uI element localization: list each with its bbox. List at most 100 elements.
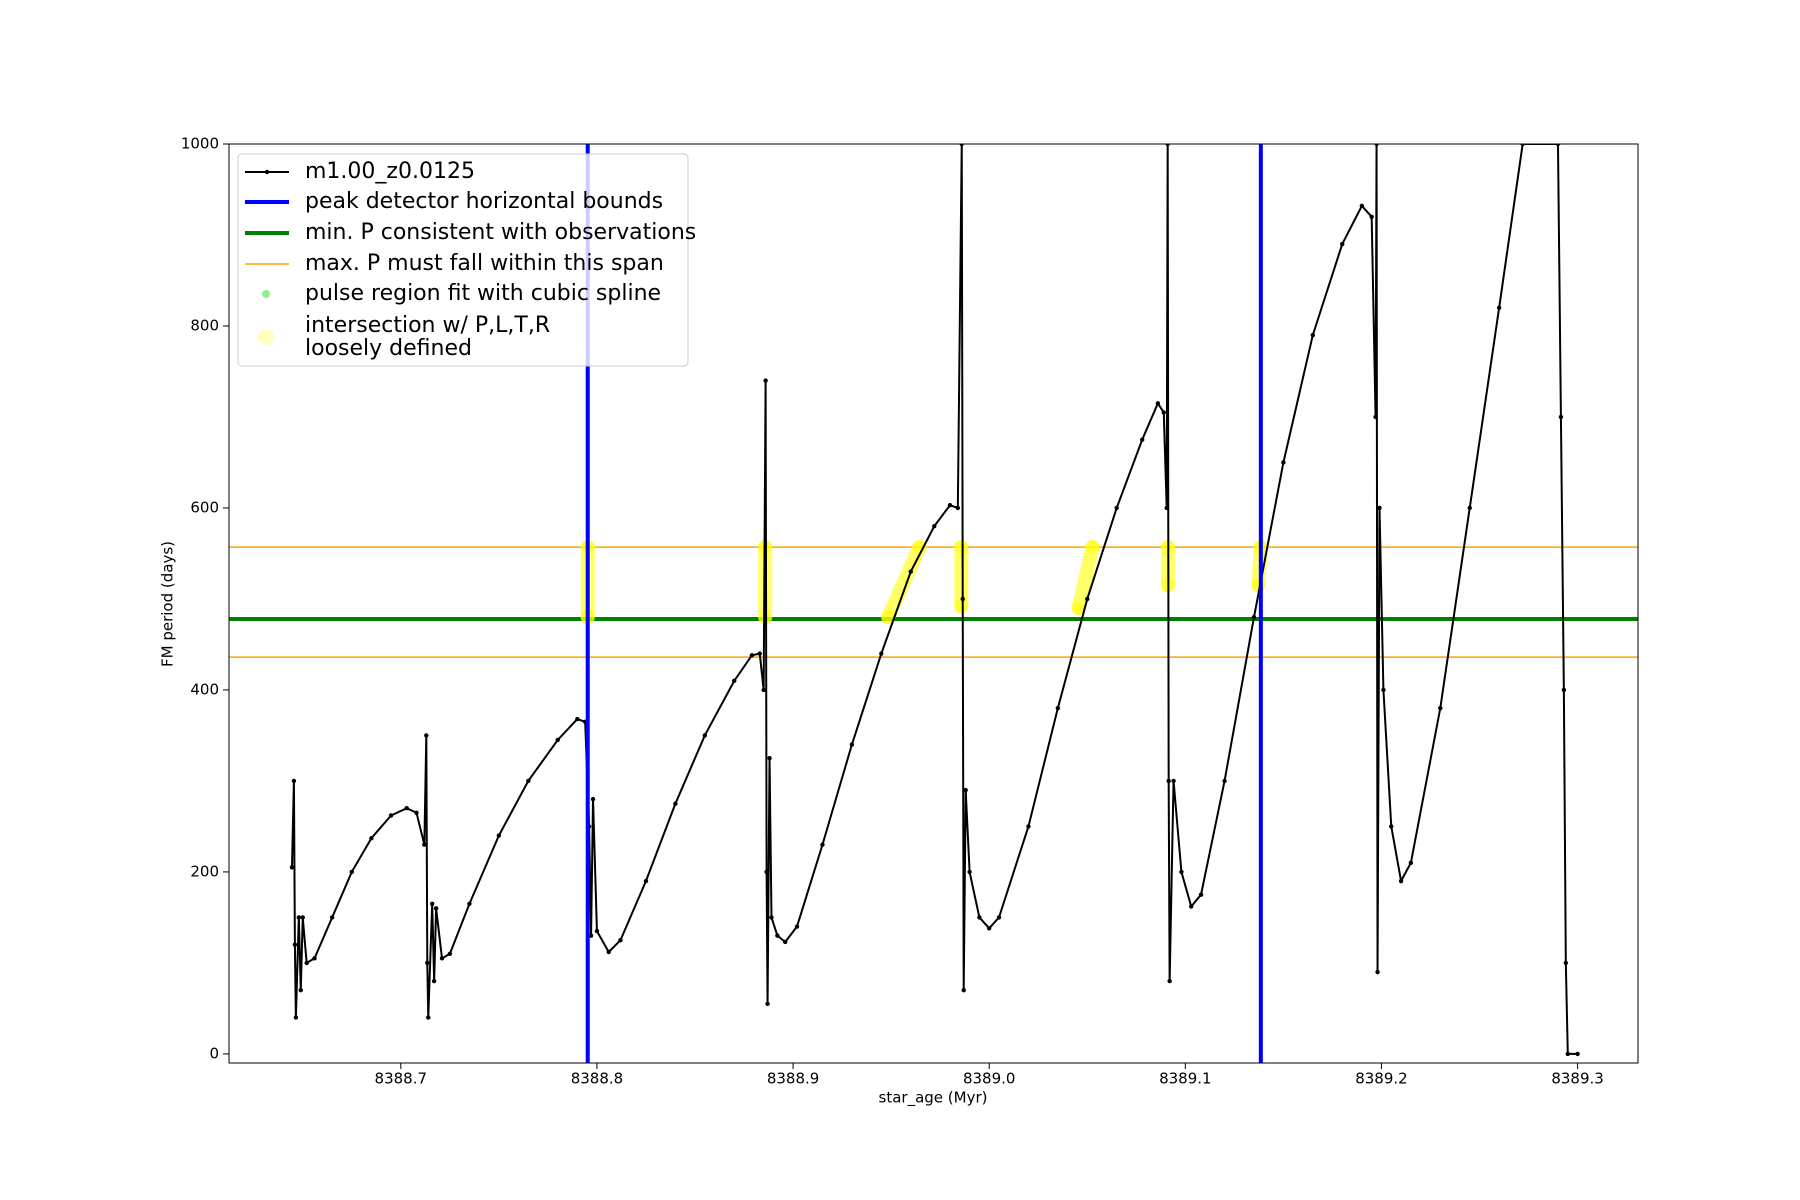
x-tick-label: 8388.8 xyxy=(571,1070,624,1088)
legend-swatch xyxy=(258,329,274,345)
series-line xyxy=(290,144,1578,1055)
series-point xyxy=(433,906,439,911)
series-point xyxy=(1164,505,1169,511)
series-point xyxy=(1085,596,1090,602)
legend-label: max. P must fall within this span xyxy=(305,251,664,276)
series-point xyxy=(431,978,437,984)
series-point xyxy=(1558,414,1564,420)
series-point xyxy=(1377,505,1382,511)
legend-label: peak detector horizontal bounds xyxy=(305,189,663,214)
series-point xyxy=(947,503,953,508)
series-point xyxy=(312,956,317,961)
series-point xyxy=(996,915,1002,920)
x-tick-label: 8389.0 xyxy=(963,1070,1016,1088)
plot-area xyxy=(229,144,1638,1063)
x-tick-label: 8389.2 xyxy=(1355,1070,1408,1088)
x-tick-label: 8388.9 xyxy=(767,1070,820,1088)
series-point xyxy=(1155,401,1161,406)
series-point xyxy=(300,915,305,920)
series-point xyxy=(1166,778,1171,784)
y-tick-label: 1000 xyxy=(181,135,219,153)
series-point xyxy=(761,687,766,693)
intersection-point xyxy=(954,599,969,614)
series-point xyxy=(1139,437,1145,442)
series-point xyxy=(1251,614,1257,620)
series-point xyxy=(349,869,354,875)
series-point xyxy=(1565,1051,1570,1057)
series-point xyxy=(955,505,961,511)
series-point xyxy=(496,833,502,838)
series-point xyxy=(1381,687,1386,693)
series-point xyxy=(1055,705,1061,711)
series-point xyxy=(1189,904,1194,909)
series-point xyxy=(329,915,335,920)
y-axis-label: FM period (days) xyxy=(159,541,177,667)
series-point xyxy=(1161,410,1166,415)
series-point xyxy=(849,742,855,747)
series-point xyxy=(1375,969,1380,975)
series-point xyxy=(1369,214,1374,219)
series-point xyxy=(293,1015,299,1020)
series-point xyxy=(404,806,409,811)
series-point xyxy=(1398,878,1404,884)
series-point xyxy=(749,653,755,658)
series-point xyxy=(424,733,429,738)
series-point xyxy=(594,928,600,934)
series-point xyxy=(879,651,884,656)
intersection-point xyxy=(1071,601,1086,616)
series-point xyxy=(732,678,737,684)
series-point xyxy=(467,901,472,906)
series-point xyxy=(425,960,430,966)
series-point xyxy=(702,733,708,738)
series-point xyxy=(820,842,825,847)
series-point xyxy=(1171,778,1176,784)
series-point xyxy=(555,737,560,743)
series-point xyxy=(783,939,788,945)
y-tick-label: 800 xyxy=(190,316,219,334)
series-point xyxy=(296,915,302,920)
series-point xyxy=(291,778,297,784)
series-point xyxy=(1438,705,1443,711)
series-point xyxy=(422,842,427,847)
series-point xyxy=(606,949,611,955)
series-point xyxy=(1520,144,1525,147)
series-point xyxy=(447,951,453,957)
x-tick-label: 8388.7 xyxy=(375,1070,428,1088)
intersection-point xyxy=(1085,540,1100,555)
series-point xyxy=(643,878,649,884)
series-point xyxy=(1467,505,1472,511)
legend-label: pulse region fit with cubic spline xyxy=(305,281,661,306)
series-point xyxy=(1496,305,1502,310)
series-point xyxy=(963,787,968,793)
series-point xyxy=(1374,144,1379,147)
series-point xyxy=(763,378,768,383)
series-point xyxy=(1310,332,1316,338)
series-point xyxy=(1555,144,1561,147)
series-point xyxy=(1389,824,1394,829)
series-point xyxy=(304,960,309,966)
series-point xyxy=(1359,203,1365,209)
series-point xyxy=(1563,960,1569,966)
series-point xyxy=(1340,241,1345,247)
series-point xyxy=(987,926,992,931)
series-point xyxy=(1575,1051,1580,1057)
legend-swatch xyxy=(264,169,270,175)
series-point xyxy=(757,651,762,656)
series-point xyxy=(1561,687,1567,693)
intersection-point xyxy=(881,610,896,625)
series-point xyxy=(298,988,303,993)
x-tick-label: 8389.1 xyxy=(1159,1070,1212,1088)
series-point xyxy=(575,716,580,722)
series-point xyxy=(673,801,678,806)
series-point xyxy=(794,924,800,929)
series-point xyxy=(1222,778,1227,784)
series-point xyxy=(764,869,769,875)
legend-label: loosely defined xyxy=(305,336,472,361)
legend-box xyxy=(237,153,689,367)
legend-swatch xyxy=(262,290,270,298)
series-point xyxy=(1281,460,1286,465)
series-point xyxy=(429,901,435,906)
legend-label: m1.00_z0.0125 xyxy=(305,159,475,184)
series-point xyxy=(289,865,295,870)
